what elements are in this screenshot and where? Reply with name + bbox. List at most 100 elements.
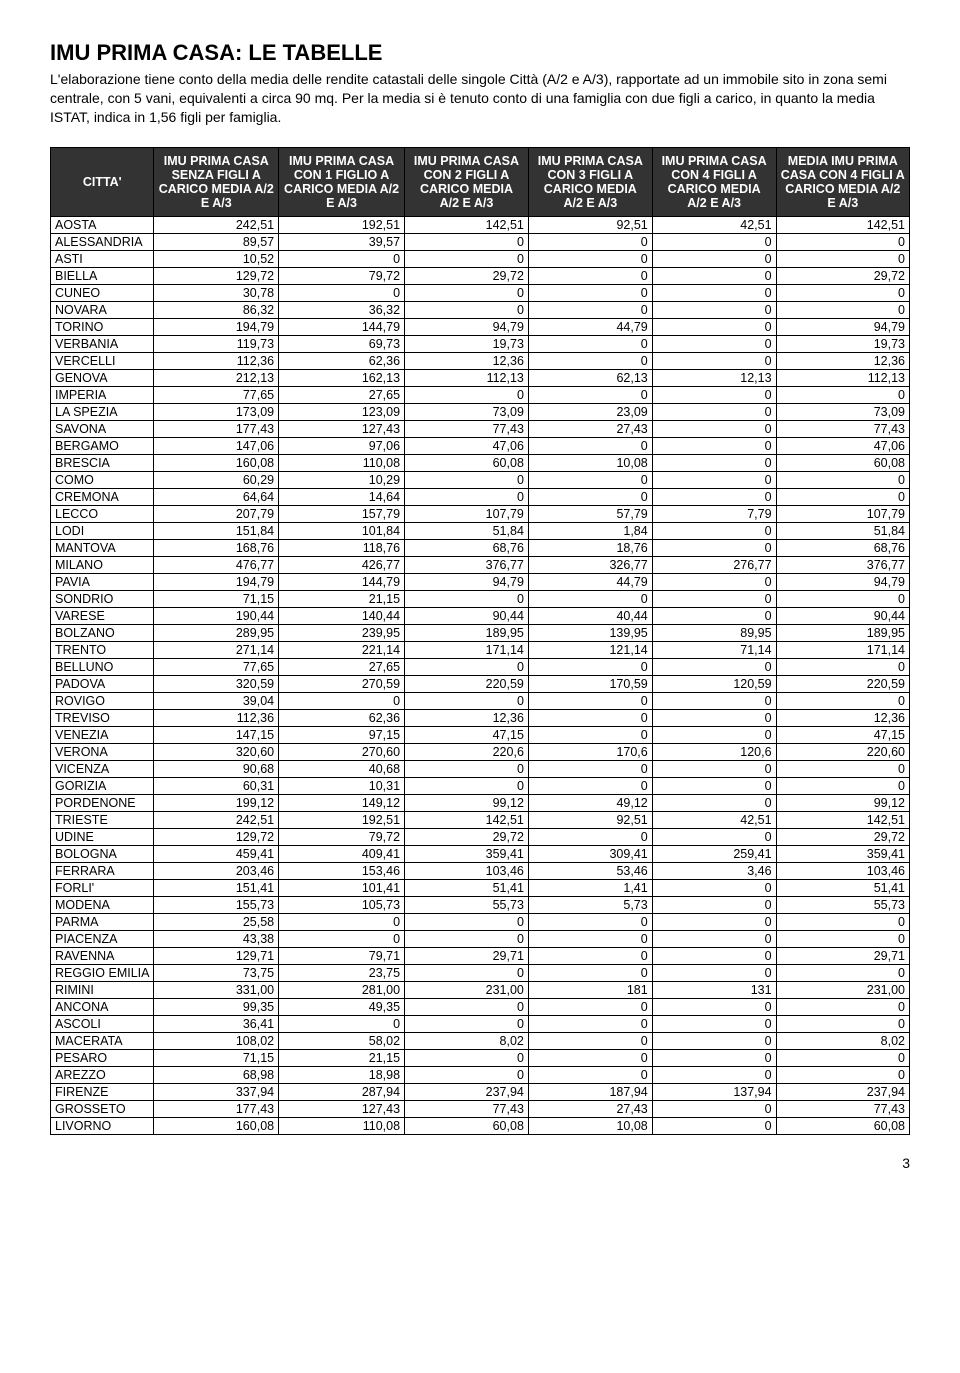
value-cell: 49,12 [528, 794, 652, 811]
value-cell: 271,14 [154, 641, 279, 658]
value-cell: 0 [405, 386, 529, 403]
value-cell: 0 [776, 250, 909, 267]
value-cell: 177,43 [154, 1100, 279, 1117]
value-cell: 155,73 [154, 896, 279, 913]
value-cell: 231,00 [776, 981, 909, 998]
table-body: AOSTA242,51192,51142,5192,5142,51142,51A… [51, 216, 910, 1134]
value-cell: 58,02 [279, 1032, 405, 1049]
city-cell: MILANO [51, 556, 154, 573]
value-cell: 89,57 [154, 233, 279, 250]
value-cell: 0 [652, 301, 776, 318]
value-cell: 0 [405, 760, 529, 777]
value-cell: 79,72 [279, 267, 405, 284]
value-cell: 0 [405, 301, 529, 318]
city-cell: GROSSETO [51, 1100, 154, 1117]
value-cell: 270,60 [279, 743, 405, 760]
value-cell: 0 [405, 488, 529, 505]
value-cell: 27,65 [279, 658, 405, 675]
value-cell: 94,79 [776, 573, 909, 590]
value-cell: 47,15 [405, 726, 529, 743]
value-cell: 157,79 [279, 505, 405, 522]
value-cell: 0 [776, 233, 909, 250]
value-cell: 10,31 [279, 777, 405, 794]
city-cell: AOSTA [51, 216, 154, 233]
value-cell: 171,14 [405, 641, 529, 658]
value-cell: 0 [528, 1066, 652, 1083]
value-cell: 168,76 [154, 539, 279, 556]
value-cell: 131 [652, 981, 776, 998]
value-cell: 0 [652, 1015, 776, 1032]
value-cell: 99,35 [154, 998, 279, 1015]
value-cell: 47,06 [776, 437, 909, 454]
value-cell: 68,76 [776, 539, 909, 556]
table-row: AOSTA242,51192,51142,5192,5142,51142,51 [51, 216, 910, 233]
table-row: LODI151,84101,8451,841,84051,84 [51, 522, 910, 539]
value-cell: 0 [528, 437, 652, 454]
value-cell: 0 [652, 692, 776, 709]
value-cell: 53,46 [528, 862, 652, 879]
value-cell: 0 [652, 709, 776, 726]
value-cell: 0 [528, 471, 652, 488]
table-row: ROVIGO39,0400000 [51, 692, 910, 709]
city-cell: BELLUNO [51, 658, 154, 675]
value-cell: 60,08 [776, 454, 909, 471]
value-cell: 237,94 [405, 1083, 529, 1100]
city-cell: PESARO [51, 1049, 154, 1066]
value-cell: 94,79 [776, 318, 909, 335]
value-cell: 101,84 [279, 522, 405, 539]
value-cell: 189,95 [776, 624, 909, 641]
value-cell: 276,77 [652, 556, 776, 573]
value-cell: 151,84 [154, 522, 279, 539]
value-cell: 43,38 [154, 930, 279, 947]
value-cell: 142,51 [776, 216, 909, 233]
value-cell: 0 [279, 250, 405, 267]
city-cell: GENOVA [51, 369, 154, 386]
city-cell: ROVIGO [51, 692, 154, 709]
city-cell: ASTI [51, 250, 154, 267]
value-cell: 194,79 [154, 573, 279, 590]
value-cell: 0 [652, 964, 776, 981]
value-cell: 0 [652, 760, 776, 777]
city-cell: VICENZA [51, 760, 154, 777]
value-cell: 0 [776, 1049, 909, 1066]
table-row: MANTOVA168,76118,7668,7618,76068,76 [51, 539, 910, 556]
value-cell: 107,79 [776, 505, 909, 522]
value-cell: 129,71 [154, 947, 279, 964]
value-cell: 42,51 [652, 811, 776, 828]
value-cell: 40,44 [528, 607, 652, 624]
value-cell: 144,79 [279, 573, 405, 590]
value-cell: 55,73 [405, 896, 529, 913]
city-cell: PAVIA [51, 573, 154, 590]
table-row: BELLUNO77,6527,650000 [51, 658, 910, 675]
value-cell: 0 [652, 318, 776, 335]
value-cell: 0 [528, 1032, 652, 1049]
value-cell: 0 [652, 471, 776, 488]
value-cell: 62,36 [279, 352, 405, 369]
value-cell: 14,64 [279, 488, 405, 505]
table-row: ALESSANDRIA89,5739,570000 [51, 233, 910, 250]
value-cell: 153,46 [279, 862, 405, 879]
value-cell: 0 [405, 777, 529, 794]
value-cell: 0 [405, 284, 529, 301]
value-cell: 0 [405, 658, 529, 675]
table-row: TREVISO112,3662,3612,360012,36 [51, 709, 910, 726]
value-cell: 237,94 [776, 1083, 909, 1100]
value-cell: 92,51 [528, 216, 652, 233]
value-cell: 0 [405, 1015, 529, 1032]
city-cell: SONDRIO [51, 590, 154, 607]
value-cell: 0 [279, 930, 405, 947]
value-cell: 0 [652, 828, 776, 845]
value-cell: 51,84 [405, 522, 529, 539]
value-cell: 0 [652, 930, 776, 947]
table-row: FERRARA203,46153,46103,4653,463,46103,46 [51, 862, 910, 879]
value-cell: 331,00 [154, 981, 279, 998]
value-cell: 194,79 [154, 318, 279, 335]
value-cell: 99,12 [405, 794, 529, 811]
value-cell: 220,59 [405, 675, 529, 692]
value-cell: 0 [528, 692, 652, 709]
value-cell: 110,08 [279, 1117, 405, 1134]
city-cell: RAVENNA [51, 947, 154, 964]
value-cell: 0 [528, 284, 652, 301]
value-cell: 60,31 [154, 777, 279, 794]
table-row: GORIZIA60,3110,310000 [51, 777, 910, 794]
